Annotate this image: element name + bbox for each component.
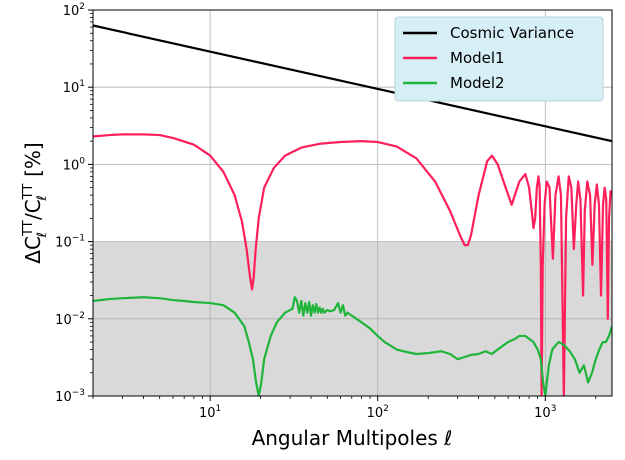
series-line-1: [93, 24, 612, 143]
y-axis-label-tt-sup-2: TT: [21, 184, 36, 201]
legend: Cosmic Variance Model1 Model2: [394, 16, 604, 102]
series-line-3: [93, 296, 612, 396]
y-axis-label-tt-sup-1: TT: [21, 220, 36, 237]
y-tick-label: 102: [63, 2, 85, 19]
y-tick-label: 10−3: [55, 388, 85, 405]
x-axis-label: Angular Multipoles ℓ: [252, 426, 453, 450]
y-tick-label: 100: [63, 156, 86, 173]
y-axis-label-percent: [%]: [21, 142, 45, 183]
series-lines: [93, 24, 612, 396]
x-tick-label: 101: [199, 404, 221, 421]
y-axis-label-ell-sub-2: ℓ: [35, 195, 50, 201]
plot-frame: [92, 9, 613, 397]
legend-label-1: Cosmic Variance: [450, 24, 574, 42]
axis-ticks: 101 102 103 10−3 10−2 10−1 100 101 102: [55, 2, 597, 421]
y-axis-label-delta-c: ΔC: [21, 236, 45, 264]
x-tick-label: 102: [367, 404, 389, 421]
series-line-2: [93, 133, 612, 396]
y-tick-label: 10−1: [55, 234, 85, 251]
y-axis-label-ell-sub-1: ℓ: [35, 232, 50, 238]
legend-label-3: Model2: [450, 74, 505, 92]
legend-label-2: Model1: [450, 49, 505, 67]
y-tick-label: 101: [63, 79, 85, 96]
y-axis-label-slash-c: /C: [21, 199, 45, 220]
y-tick-label: 10−2: [55, 311, 85, 328]
x-tick-label: 103: [534, 404, 556, 421]
y-axis-label: ΔCTTℓ/CTTℓ [%]: [21, 142, 50, 263]
legend-box: [394, 16, 604, 102]
